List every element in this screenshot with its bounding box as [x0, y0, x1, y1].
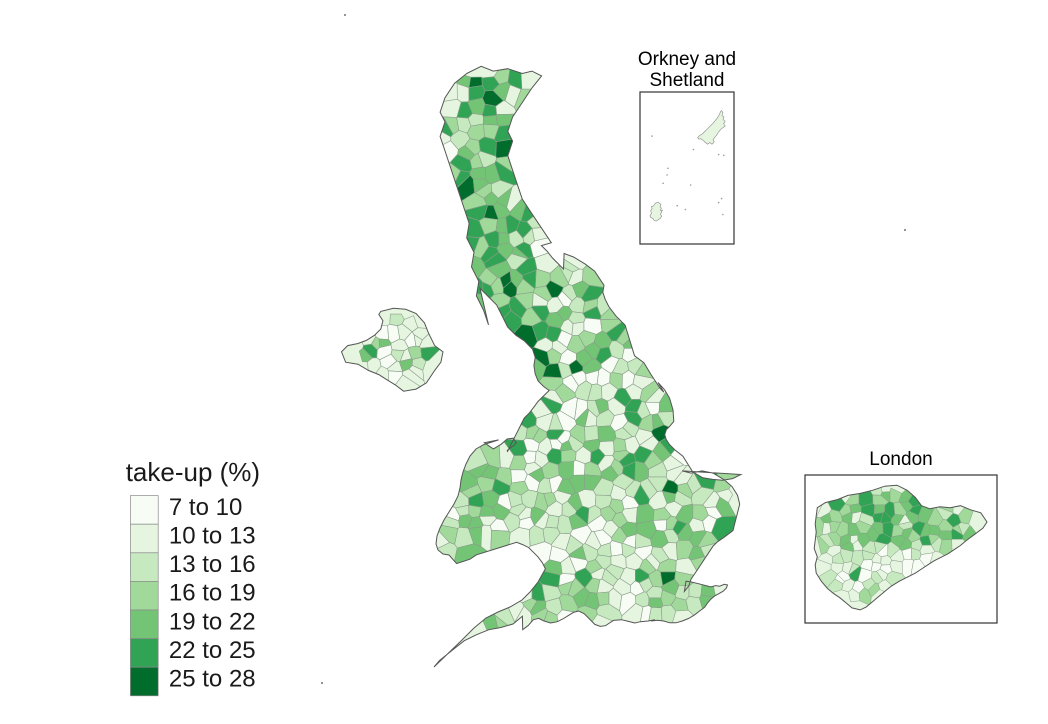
- svg-text:10 to 13: 10 to 13: [169, 523, 256, 550]
- svg-text:13 to 16: 13 to 16: [169, 551, 256, 578]
- svg-text:Orkney and: Orkney and: [638, 49, 736, 70]
- svg-text:take-up (%): take-up (%): [126, 457, 260, 487]
- svg-text:19 to 22: 19 to 22: [169, 608, 256, 635]
- svg-text:25 to 28: 25 to 28: [169, 666, 256, 693]
- svg-text:7 to 10: 7 to 10: [169, 494, 242, 521]
- svg-text:London: London: [869, 449, 932, 470]
- svg-text:22 to 25: 22 to 25: [169, 637, 256, 664]
- svg-text:Shetland: Shetland: [649, 70, 724, 91]
- svg-text:16 to 19: 16 to 19: [169, 580, 256, 607]
